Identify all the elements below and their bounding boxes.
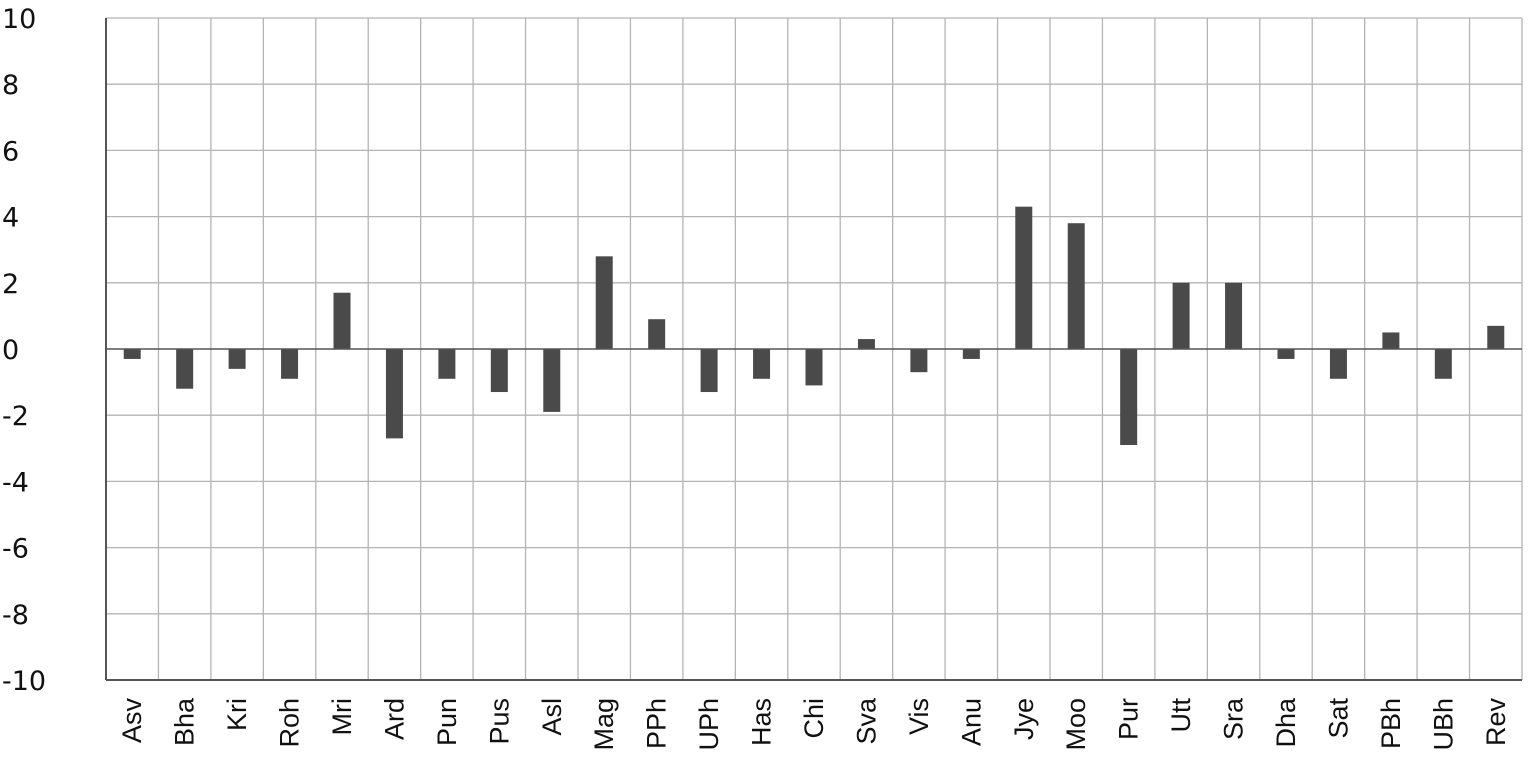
x-category-label: Asv bbox=[117, 698, 147, 744]
bar-anu bbox=[962, 349, 980, 359]
bar-uph bbox=[700, 349, 718, 393]
y-axis-tick-labels: 10 8 6 4 2 0 -2 -4 -6 -8 -10 bbox=[2, 4, 46, 697]
y-tick-label: 2 bbox=[2, 269, 19, 300]
x-axis-category-labels: Asv Bha Kri Roh Mri Ard Pun Pus Asl Mag PPh UPh Has C… bbox=[117, 697, 1511, 751]
y-tick-label: 6 bbox=[2, 136, 19, 167]
bar-sra bbox=[1225, 282, 1243, 349]
bar-sat bbox=[1329, 349, 1347, 379]
x-category-label: Moo bbox=[1061, 698, 1091, 751]
x-category-label: Pun bbox=[432, 698, 462, 746]
bar-vis bbox=[910, 349, 928, 373]
bar-bha bbox=[176, 349, 194, 389]
bar-moo bbox=[1067, 223, 1085, 349]
bar-pun bbox=[438, 349, 456, 379]
x-category-label: Sat bbox=[1323, 698, 1353, 739]
x-category-label: Pus bbox=[484, 698, 514, 745]
bar-kri bbox=[228, 349, 246, 369]
x-category-label: Rev bbox=[1481, 698, 1511, 747]
x-category-label: Has bbox=[747, 698, 777, 746]
bar-chi bbox=[805, 349, 823, 386]
y-tick-label: -6 bbox=[2, 534, 29, 565]
x-category-label: UBh bbox=[1428, 698, 1458, 751]
bars bbox=[123, 206, 1505, 445]
y-tick-label: -4 bbox=[2, 467, 29, 498]
x-category-label: Asl bbox=[537, 698, 567, 736]
bar-asl bbox=[543, 349, 561, 412]
y-tick-label: -8 bbox=[2, 600, 29, 631]
bar-ubh bbox=[1434, 349, 1452, 379]
bar-mri bbox=[333, 292, 351, 349]
y-tick-label: 4 bbox=[2, 203, 19, 234]
x-category-label: Kri bbox=[222, 698, 252, 731]
bar-pbh bbox=[1382, 332, 1400, 349]
x-category-label: Sra bbox=[1219, 697, 1249, 740]
x-category-label: Mri bbox=[327, 698, 357, 735]
y-tick-label: 0 bbox=[2, 335, 19, 366]
x-category-label: Jye bbox=[1009, 698, 1039, 740]
x-category-label: Anu bbox=[956, 698, 986, 746]
bar-asv bbox=[123, 349, 141, 359]
y-tick-label: -2 bbox=[2, 401, 29, 432]
bar-roh bbox=[281, 349, 299, 379]
x-category-label: PBh bbox=[1376, 698, 1406, 749]
x-category-label: Vis bbox=[904, 698, 934, 735]
bar-jye bbox=[1015, 206, 1033, 349]
x-category-label: Roh bbox=[275, 698, 305, 748]
y-tick-label: 8 bbox=[2, 70, 19, 101]
x-category-label: Pur bbox=[1114, 698, 1144, 740]
x-category-label: Dha bbox=[1271, 697, 1301, 748]
x-category-label: Utt bbox=[1166, 698, 1196, 733]
y-tick-label: -10 bbox=[2, 666, 46, 697]
bar-pph bbox=[648, 319, 666, 349]
bar-has bbox=[753, 349, 771, 379]
x-category-label: Bha bbox=[170, 697, 200, 746]
x-category-label: UPh bbox=[694, 698, 724, 751]
bar-dha bbox=[1277, 349, 1295, 359]
x-category-label: Mag bbox=[589, 698, 619, 751]
bar-sva bbox=[857, 339, 875, 349]
bar-pur bbox=[1120, 349, 1138, 445]
axes bbox=[105, 18, 1522, 681]
bar-mag bbox=[595, 256, 613, 349]
x-category-label: Sva bbox=[851, 697, 881, 745]
bar-rev bbox=[1487, 325, 1505, 349]
bar-pus bbox=[490, 349, 508, 393]
x-category-label: Ard bbox=[379, 698, 409, 740]
x-category-label: PPh bbox=[642, 698, 672, 749]
bar-ard bbox=[385, 349, 403, 439]
y-tick-label: 10 bbox=[2, 4, 36, 35]
bar-utt bbox=[1172, 282, 1190, 349]
x-category-label: Chi bbox=[799, 698, 829, 739]
